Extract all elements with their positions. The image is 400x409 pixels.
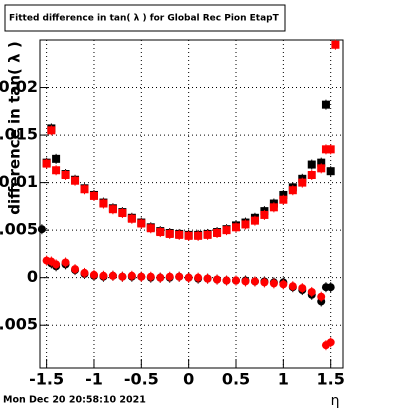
marker xyxy=(260,210,269,219)
chart-title: Fitted difference in tan( λ ) for Global… xyxy=(9,14,280,24)
marker xyxy=(213,228,222,237)
marker xyxy=(307,171,316,180)
marker xyxy=(146,224,155,233)
marker xyxy=(127,271,136,280)
marker xyxy=(250,216,259,225)
marker xyxy=(203,274,212,283)
marker xyxy=(156,273,165,282)
marker xyxy=(279,195,288,204)
marker xyxy=(80,185,89,194)
marker xyxy=(108,205,117,214)
marker xyxy=(307,160,316,169)
marker xyxy=(61,171,70,180)
plot-frame xyxy=(39,39,344,369)
marker xyxy=(321,100,330,109)
marker xyxy=(71,176,80,185)
marker xyxy=(127,214,136,223)
marker xyxy=(326,167,335,176)
marker xyxy=(156,228,165,237)
marker xyxy=(194,273,203,282)
marker xyxy=(250,277,259,286)
marker xyxy=(213,275,222,284)
marker xyxy=(37,225,46,234)
marker xyxy=(326,145,335,154)
marker xyxy=(71,265,80,274)
marker xyxy=(99,271,108,280)
marker xyxy=(137,219,146,228)
marker xyxy=(203,230,212,239)
marker xyxy=(89,191,98,200)
x-tick-label: -1.5 xyxy=(29,370,64,389)
marker xyxy=(184,231,193,240)
marker xyxy=(165,229,174,238)
marker xyxy=(288,186,297,195)
x-tick-label: 1 xyxy=(278,370,289,389)
marker xyxy=(317,164,326,173)
marker xyxy=(42,159,51,168)
marker xyxy=(222,276,231,285)
y-tick-label: 0 xyxy=(27,267,38,286)
marker xyxy=(317,292,326,301)
x-tick-label: 0.5 xyxy=(222,370,250,389)
marker xyxy=(298,178,307,187)
marker xyxy=(232,223,241,232)
marker xyxy=(317,158,326,167)
x-tick-label: -0.5 xyxy=(124,370,159,389)
marker xyxy=(52,166,61,175)
marker xyxy=(175,230,184,239)
marker xyxy=(307,287,316,296)
marker xyxy=(52,154,61,163)
marker xyxy=(146,272,155,281)
x-axis-title: η xyxy=(331,393,340,409)
marker xyxy=(222,226,231,235)
marker xyxy=(260,278,269,287)
marker xyxy=(118,272,127,281)
marker xyxy=(175,272,184,281)
title-box xyxy=(4,4,286,32)
marker xyxy=(108,271,117,280)
y-tick-label: 0.02 xyxy=(0,77,38,96)
marker xyxy=(279,280,288,289)
marker xyxy=(194,231,203,240)
y-tick-label: 0.01 xyxy=(0,172,38,191)
marker xyxy=(61,258,70,267)
marker xyxy=(80,268,89,277)
footer-date: Mon Dec 20 20:58:10 2021 xyxy=(3,395,146,406)
marker xyxy=(184,273,193,282)
y-tick-label: -0.005 xyxy=(0,315,38,334)
marker xyxy=(326,338,335,347)
y-tick-label: 0.015 xyxy=(0,125,38,144)
marker xyxy=(165,272,174,281)
marker xyxy=(241,220,250,229)
x-tick-label: 0 xyxy=(183,370,194,389)
marker xyxy=(137,272,146,281)
marker xyxy=(52,260,61,269)
marker xyxy=(47,126,56,135)
marker xyxy=(89,270,98,279)
marker xyxy=(232,276,241,285)
marker xyxy=(321,145,330,154)
y-tick-label: 0.005 xyxy=(0,220,38,239)
y-axis-title: difference in tan( λ ) xyxy=(6,41,24,214)
marker xyxy=(269,279,278,288)
marker xyxy=(331,40,340,49)
x-tick-label: -1 xyxy=(85,370,103,389)
marker xyxy=(99,199,108,208)
marker xyxy=(241,277,250,286)
marker xyxy=(298,284,307,293)
marker xyxy=(269,203,278,212)
x-tick-label: 1.5 xyxy=(317,370,345,389)
marker xyxy=(288,282,297,291)
marker xyxy=(118,209,127,218)
marker xyxy=(326,283,335,292)
